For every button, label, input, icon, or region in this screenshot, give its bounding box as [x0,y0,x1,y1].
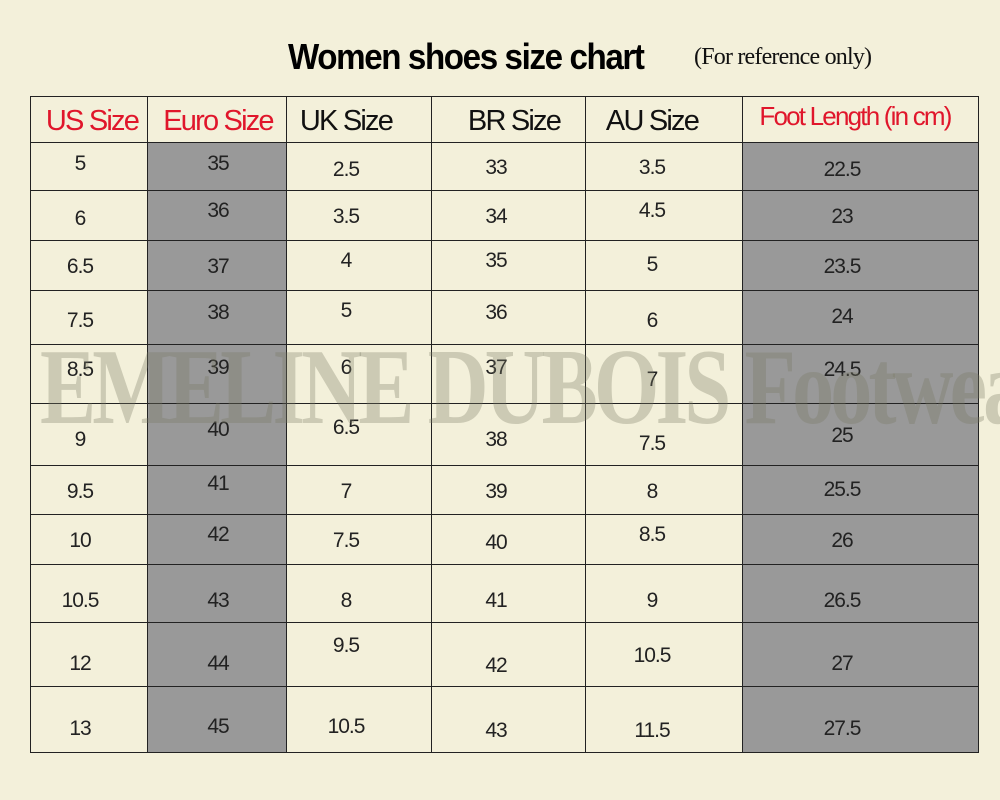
table-cell: 38 [207,301,229,324]
row-divider [30,142,979,143]
table-cell: 6.5 [66,255,94,278]
table-cell: 35 [485,249,507,272]
table-cell: 4.5 [638,199,666,222]
table-cell: 40 [485,531,507,554]
table-cell: 6.5 [332,416,360,439]
column-divider [978,96,979,752]
column-header: AU Size [605,105,700,137]
row-divider [30,240,979,241]
table-cell: 45 [207,715,229,738]
column-divider [742,96,743,752]
table-cell: 7 [340,479,353,503]
table-cell: 7 [646,367,659,391]
row-divider [30,752,979,753]
table-cell: 39 [207,355,229,379]
column-divider [286,96,287,752]
table-cell: 5 [74,152,87,175]
row-divider [30,465,979,466]
column-divider [585,96,586,752]
table-cell: 7.5 [332,529,360,552]
table-cell: 36 [485,301,507,324]
table-cell: 37 [485,355,507,379]
table-cell: 11.5 [634,719,670,742]
table-cell: 6 [74,207,87,230]
row-divider [30,686,979,687]
column-header: BR Size [467,105,562,137]
table-cell: 42 [485,654,507,677]
row-divider [30,403,979,404]
row-divider [30,514,979,515]
table-cell: 25.5 [823,477,862,501]
table-cell: 9 [646,589,659,612]
row-divider [30,190,979,191]
table-cell: 8.5 [66,357,94,381]
column-divider [147,96,148,752]
table-cell: 33 [485,156,507,179]
shaded-column [742,142,978,752]
page-title: Women shoes size chart [288,36,645,77]
table-cell: 43 [485,719,507,742]
table-cell: 4 [340,249,353,272]
table-cell: 7.5 [66,309,94,332]
table-cell: 41 [485,589,507,612]
shaded-column [147,142,286,752]
column-header: Foot Length (in cm) [759,101,952,131]
table-cell: 23 [831,205,853,228]
page-subtitle: (For reference only) [694,44,872,70]
table-cell: 2.5 [332,158,360,181]
table-cell: 9 [74,428,87,451]
column-header: Euro Size [163,105,274,137]
table-cell: 13 [69,717,91,740]
table-cell: 10.5 [633,644,672,667]
table-cell: 24.5 [823,357,862,381]
row-divider [30,96,979,97]
table-cell: 25 [831,424,853,447]
table-cell: 27 [831,652,853,675]
table-cell: 10.5 [327,715,366,738]
row-divider [30,564,979,565]
table-cell: 22.5 [823,158,862,181]
table-cell: 40 [207,418,229,441]
table-cell: 35 [207,152,229,175]
table-cell: 43 [207,589,229,612]
table-cell: 8.5 [638,523,666,546]
table-cell: 6 [340,355,353,379]
table-cell: 26 [831,529,853,552]
table-cell: 9.5 [66,479,94,503]
row-divider [30,290,979,291]
table-cell: 44 [207,652,229,675]
table-cell: 9.5 [332,634,360,657]
table-cell: 37 [207,255,229,278]
row-divider [30,344,979,345]
column-header: UK Size [299,105,394,137]
table-cell: 7.5 [638,432,666,455]
row-divider [30,622,979,623]
table-cell: 39 [485,479,507,503]
table-cell: 8 [646,479,659,503]
column-divider [431,96,432,752]
table-cell: 36 [207,199,229,222]
table-cell: 12 [69,652,91,675]
table-cell: 5 [340,299,353,322]
table-cell: 27.5 [823,717,862,740]
table-cell: 3.5 [332,205,360,228]
table-cell: 42 [207,523,229,546]
table-cell: 38 [485,428,507,451]
column-header: US Size [45,105,140,137]
table-cell: 10 [69,529,91,552]
table-cell: 8 [340,589,353,612]
table-cell: 23.5 [823,255,862,278]
column-divider [30,96,31,752]
table-cell: 24 [831,305,853,328]
table-cell: 5 [646,253,659,276]
table-cell: 3.5 [638,156,666,179]
table-cell: 26.5 [823,589,862,612]
table-cell: 10.5 [61,589,100,612]
table-cell: 41 [207,471,229,495]
table-cell: 6 [646,309,659,332]
table-cell: 34 [485,205,507,228]
